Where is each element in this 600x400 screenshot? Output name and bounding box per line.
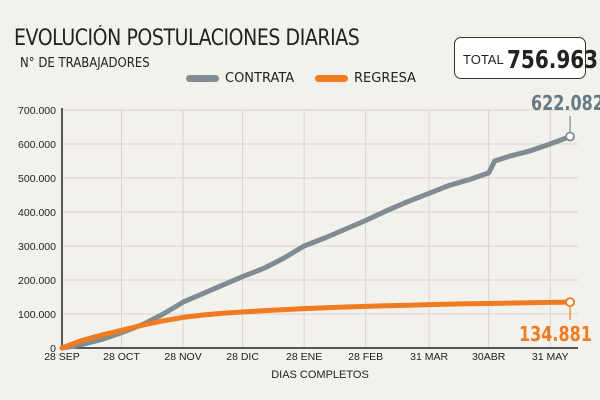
y-tick-label: 300.000 [18, 241, 56, 253]
y-tick-label: 400.000 [18, 207, 56, 219]
y-tick-label: 200.000 [18, 275, 56, 287]
end-value-contrata: 622.082 [531, 91, 600, 115]
x-tick-label: 31 MAR [410, 351, 448, 363]
end-point-regresa [565, 297, 575, 308]
x-tick-label: 30ABR [472, 351, 506, 363]
legend-item-regresa: REGRESA [315, 71, 416, 86]
legend-swatch-regresa [315, 75, 348, 82]
y-tick-label: 100.000 [18, 309, 56, 321]
total-value: 756.963 [507, 45, 599, 74]
y-tick-label: 500.000 [18, 173, 56, 185]
x-tick-label: 28 SEP [44, 351, 80, 363]
x-tick-label: 28 ENE [286, 351, 322, 363]
legend-label-regresa: REGRESA [354, 71, 416, 86]
x-tick-label: 28 DIC [226, 351, 259, 363]
series-line-regresa [59, 299, 573, 351]
legend-swatch-contrata [186, 75, 219, 82]
end-point-contrata [565, 131, 575, 142]
total-box: TOTAL 756.963 [454, 37, 598, 79]
x-tick-label: 28 NOV [164, 351, 201, 363]
y-axis-unit-label: N° DE TRABAJADORES [20, 56, 150, 71]
y-tick-label: 600.000 [18, 139, 56, 151]
x-tick-label: 28 OCT [103, 351, 140, 363]
y-tick-label: 700.000 [18, 105, 56, 117]
chart-title: EVOLUCIÓN POSTULACIONES DIARIAS [14, 26, 360, 51]
y-tick-label: 0 [50, 343, 56, 355]
x-tick-label: 31 MAY [532, 351, 569, 363]
legend-label-contrata: CONTRATA [225, 71, 295, 86]
x-axis-title: DIAS COMPLETOS [271, 369, 369, 381]
series-line-contrata [59, 134, 573, 351]
total-label: TOTAL [463, 52, 504, 67]
x-tick-label: 28 FEB [348, 351, 383, 363]
end-value-regresa: 134.881 [519, 322, 592, 346]
legend-item-contrata: CONTRATA [186, 71, 294, 86]
